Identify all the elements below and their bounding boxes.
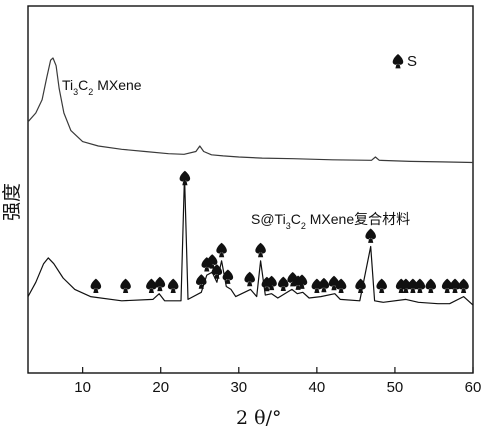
sulfur-peak-marker bbox=[365, 228, 376, 243]
sulfur-peak-marker bbox=[296, 274, 308, 289]
sulfur-peak-marker bbox=[266, 275, 277, 291]
x-tick-label: 50 bbox=[387, 379, 404, 396]
sulfur-peak-marker bbox=[311, 278, 323, 293]
sulfur-peak-marker bbox=[206, 254, 218, 269]
sulfur-peak-marker bbox=[441, 278, 453, 293]
sulfur-peak-marker bbox=[328, 275, 340, 291]
sulfur-peak-marker bbox=[407, 278, 419, 293]
sulfur-peak-marker bbox=[90, 278, 102, 293]
label-text: S@Ti bbox=[251, 211, 286, 227]
label-subscript: 3 bbox=[286, 221, 291, 231]
series-line-ti3c2-mxene bbox=[27, 57, 474, 164]
sulfur-peak-marker bbox=[222, 269, 234, 284]
y-axis-title: 强度 bbox=[1, 183, 23, 221]
sulfur-peak-marker bbox=[458, 278, 469, 293]
sulfur-peak-marker bbox=[167, 278, 179, 293]
sulfur-peak-marker bbox=[400, 278, 412, 293]
legend-spade-marker bbox=[392, 54, 404, 69]
sulfur-peak-marker bbox=[425, 278, 437, 293]
series-label-ti3c2-mxene: Ti3C2 MXene bbox=[62, 77, 142, 97]
sulfur-peak-markers bbox=[90, 170, 469, 293]
sulfur-peak-marker bbox=[216, 242, 227, 258]
label-text: MXene复合材料 bbox=[306, 211, 410, 227]
sulfur-peak-marker bbox=[120, 278, 131, 293]
plot-frame bbox=[27, 5, 474, 374]
label-text: Ti bbox=[62, 77, 73, 93]
sulfur-peak-marker bbox=[376, 278, 387, 293]
sulfur-peak-marker bbox=[318, 277, 330, 293]
sulfur-peak-marker bbox=[146, 278, 157, 293]
legend-label: S bbox=[407, 53, 417, 70]
sulfur-peak-marker bbox=[355, 278, 366, 293]
x-tick-label: 20 bbox=[152, 379, 169, 396]
sulfur-peak-marker bbox=[278, 276, 289, 291]
sulfur-peak-marker bbox=[154, 276, 166, 292]
label-subscript: 2 bbox=[301, 221, 306, 231]
label-subscript: 3 bbox=[73, 87, 78, 97]
sulfur-peak-marker bbox=[255, 242, 266, 258]
x-axis-ticks: 10 20 30 40 50 60 bbox=[74, 367, 481, 396]
sulfur-peak-marker bbox=[244, 271, 255, 287]
series-label-s-ti3c2-composite: S@Ti3C2 MXene复合材料 bbox=[251, 211, 410, 231]
sulfur-peak-marker bbox=[287, 272, 298, 287]
sulfur-peak-marker bbox=[414, 278, 426, 293]
sulfur-peak-marker bbox=[449, 278, 461, 293]
sulfur-peak-marker bbox=[179, 170, 191, 186]
sulfur-peak-marker bbox=[211, 264, 223, 279]
label-text: C bbox=[78, 77, 88, 93]
sulfur-peak-marker bbox=[196, 274, 207, 289]
label-text: MXene bbox=[93, 77, 141, 93]
label-subscript: 2 bbox=[88, 87, 93, 97]
x-axis-title: 2 θ/° bbox=[236, 407, 281, 429]
sulfur-peak-marker bbox=[335, 278, 347, 293]
label-text: C bbox=[291, 211, 301, 227]
x-tick-label: 30 bbox=[230, 379, 247, 396]
x-tick-label: 40 bbox=[309, 379, 326, 396]
series-line-s-ti3c2-composite bbox=[27, 174, 474, 306]
x-tick-label: 10 bbox=[74, 379, 91, 396]
x-tick-label: 60 bbox=[465, 379, 482, 396]
